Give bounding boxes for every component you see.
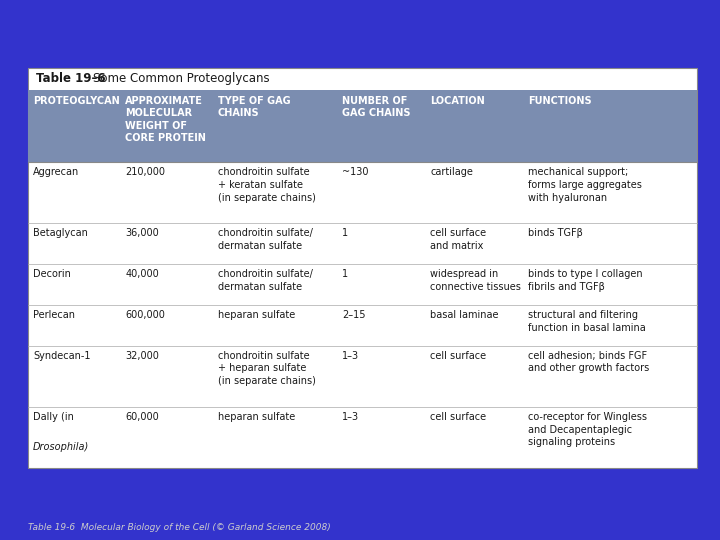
Text: 600,000: 600,000	[125, 310, 165, 320]
Text: 2–15: 2–15	[342, 310, 366, 320]
Text: 1–3: 1–3	[342, 412, 359, 422]
Bar	[28, 90, 697, 162]
Text: mechanical support;
forms large aggregates
with hyaluronan: mechanical support; forms large aggregat…	[528, 167, 642, 202]
Text: cell surface
and matrix: cell surface and matrix	[431, 228, 487, 251]
Text: APPROXIMATE
MOLECULAR
WEIGHT OF
CORE PROTEIN: APPROXIMATE MOLECULAR WEIGHT OF CORE PRO…	[125, 96, 206, 143]
Text: 40,000: 40,000	[125, 269, 159, 279]
Text: cartilage: cartilage	[431, 167, 473, 177]
Text: 60,000: 60,000	[125, 412, 159, 422]
Text: co-receptor for Wingless
and Decapentaplegic
signaling proteins: co-receptor for Wingless and Decapentapl…	[528, 412, 647, 448]
Text: 1: 1	[342, 228, 348, 238]
Text: binds TGFβ: binds TGFβ	[528, 228, 583, 238]
Text: heparan sulfate: heparan sulfate	[217, 310, 295, 320]
Text: 1: 1	[342, 269, 348, 279]
Text: binds to type I collagen
fibrils and TGFβ: binds to type I collagen fibrils and TGF…	[528, 269, 643, 292]
Text: chondroitin sulfate/
dermatan sulfate: chondroitin sulfate/ dermatan sulfate	[217, 269, 312, 292]
Bar	[28, 68, 697, 468]
Text: chondroitin sulfate
+ heparan sulfate
(in separate chains): chondroitin sulfate + heparan sulfate (i…	[217, 350, 315, 386]
Text: Table 19–6: Table 19–6	[36, 72, 109, 85]
Text: Decorin: Decorin	[33, 269, 71, 279]
Text: cell surface: cell surface	[431, 350, 487, 361]
Text: Syndecan-1: Syndecan-1	[33, 350, 91, 361]
Text: chondroitin sulfate
+ keratan sulfate
(in separate chains): chondroitin sulfate + keratan sulfate (i…	[217, 167, 315, 202]
Text: Betaglycan: Betaglycan	[33, 228, 88, 238]
Text: 1–3: 1–3	[342, 350, 359, 361]
Text: 210,000: 210,000	[125, 167, 166, 177]
Text: TYPE OF GAG
CHAINS: TYPE OF GAG CHAINS	[217, 96, 290, 118]
Text: NUMBER OF
GAG CHAINS: NUMBER OF GAG CHAINS	[342, 96, 410, 118]
Text: 32,000: 32,000	[125, 350, 159, 361]
Text: FUNCTIONS: FUNCTIONS	[528, 96, 592, 106]
Text: basal laminae: basal laminae	[431, 310, 499, 320]
Text: chondroitin sulfate/
dermatan sulfate: chondroitin sulfate/ dermatan sulfate	[217, 228, 312, 251]
Text: ~130: ~130	[342, 167, 369, 177]
Text: PROTEOGLYCAN: PROTEOGLYCAN	[33, 96, 120, 106]
Text: 36,000: 36,000	[125, 228, 159, 238]
Text: cell surface: cell surface	[431, 412, 487, 422]
Text: Perlecan: Perlecan	[33, 310, 75, 320]
Text: cell adhesion; binds FGF
and other growth factors: cell adhesion; binds FGF and other growt…	[528, 350, 649, 373]
Text: heparan sulfate: heparan sulfate	[217, 412, 295, 422]
Text: widespread in
connective tissues: widespread in connective tissues	[431, 269, 521, 292]
Text: Drosophila): Drosophila)	[33, 442, 89, 453]
Text: structural and filtering
function in basal lamina: structural and filtering function in bas…	[528, 310, 646, 333]
Text: Table 19-6  Molecular Biology of the Cell (© Garland Science 2008): Table 19-6 Molecular Biology of the Cell…	[28, 523, 330, 532]
Text: Aggrecan: Aggrecan	[33, 167, 79, 177]
Text: LOCATION: LOCATION	[431, 96, 485, 106]
Text: Dally (in: Dally (in	[33, 412, 74, 422]
Text: Some Common Proteoglycans: Some Common Proteoglycans	[93, 72, 270, 85]
